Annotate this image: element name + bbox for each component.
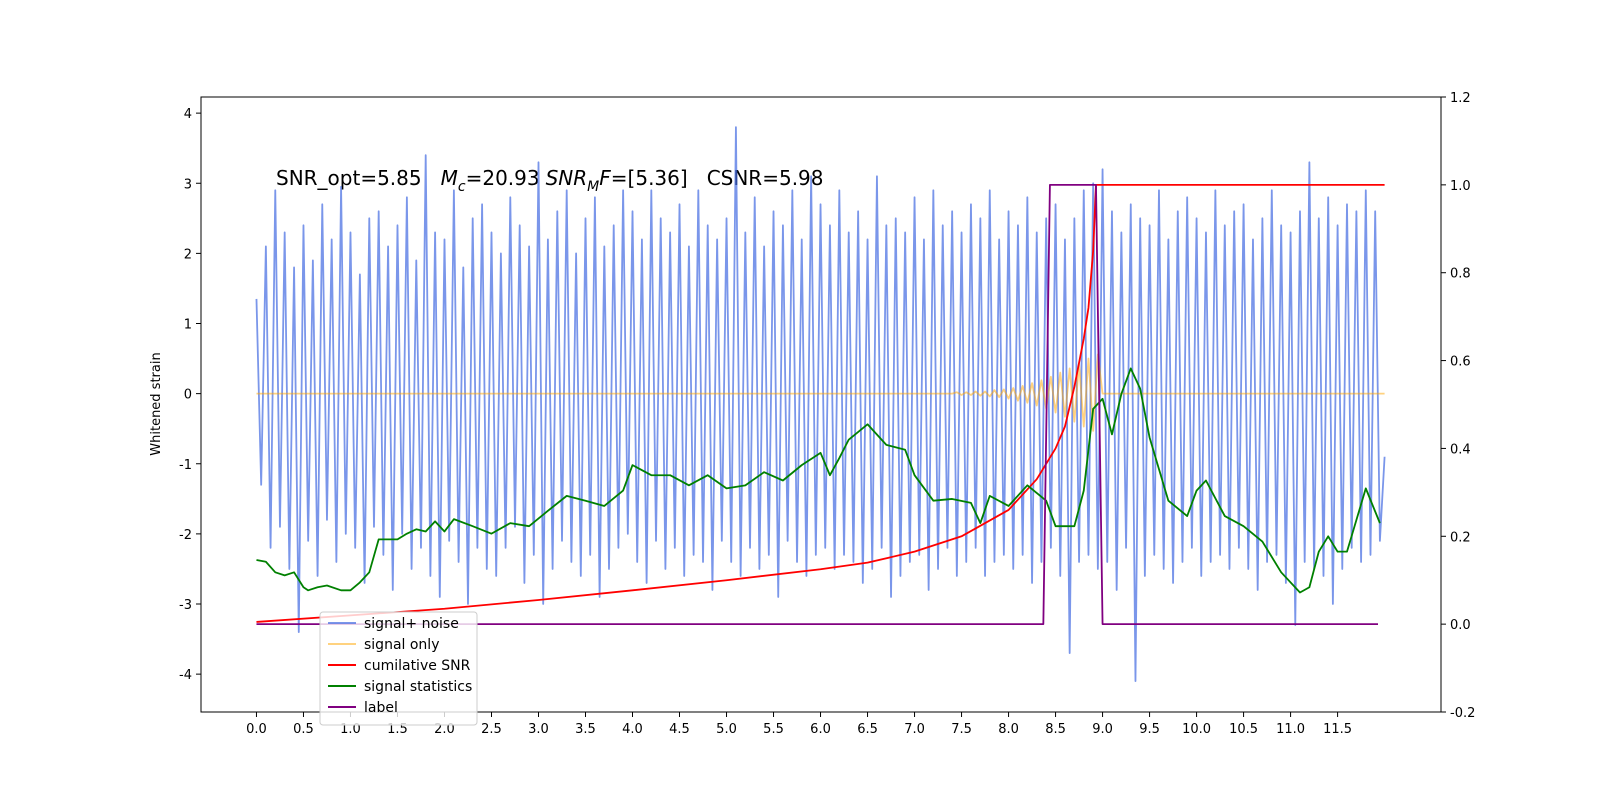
x-tick-label: 8.5 xyxy=(1045,722,1066,737)
y2-tick-label: 1.2 xyxy=(1450,91,1471,106)
x-tick-label: 10.5 xyxy=(1229,722,1258,737)
x-tick-label: 11.5 xyxy=(1323,722,1352,737)
series-line xyxy=(256,353,1385,432)
annotation-part: c xyxy=(458,179,466,195)
x-tick-label: 10.0 xyxy=(1182,722,1211,737)
x-tick-label: 5.5 xyxy=(763,722,784,737)
x-tick-label: 6.0 xyxy=(810,722,831,737)
x-tick-label: 7.0 xyxy=(904,722,925,737)
y-tick-label: 4 xyxy=(184,107,192,122)
legend-box xyxy=(319,611,478,726)
x-tick-label: 8.0 xyxy=(998,722,1019,737)
y-tick-label: 1 xyxy=(184,318,192,333)
y2-tick-label: 0.0 xyxy=(1450,618,1471,633)
x-tick-label: 0.5 xyxy=(293,722,314,737)
series-line xyxy=(256,183,1379,626)
x-tick-label: 2.0 xyxy=(434,722,455,737)
x-tick-label: 7.5 xyxy=(951,722,972,737)
annotation: SNR_opt=5.85 Mc=20.93 SNRMF=[5.36] CSNR=5.9… xyxy=(276,166,824,195)
y-tick-label: 2 xyxy=(184,247,192,262)
legend-label: label xyxy=(364,700,398,716)
legend-label: signal+ noise xyxy=(364,616,459,632)
annotation-part: F xyxy=(599,166,611,190)
x-tick-label: 0.0 xyxy=(246,722,267,737)
x-tick-label: 1.5 xyxy=(387,722,408,737)
series-line xyxy=(256,183,1385,623)
annotation-part: M xyxy=(441,166,458,190)
legend-label: cumilative SNR xyxy=(364,658,471,674)
annotation-part: SNR xyxy=(546,166,588,190)
y-tick-label: -3 xyxy=(179,598,192,613)
annotation-part: SNR_opt=5.85 xyxy=(276,166,422,190)
legend-label: signal statistics xyxy=(364,679,472,695)
x-tick-label: 6.5 xyxy=(857,722,878,737)
y2-tick-label: 0.8 xyxy=(1450,267,1471,282)
x-tick-label: 4.5 xyxy=(669,722,690,737)
x-tick-label: 1.0 xyxy=(340,722,361,737)
x-tick-label: 11.0 xyxy=(1276,722,1305,737)
y2-tick-label: 0.4 xyxy=(1450,442,1471,457)
y2-tick-label: -0.2 xyxy=(1450,706,1475,721)
annotation-part: =[5.36] xyxy=(611,166,688,190)
x-tick-label: 3.5 xyxy=(575,722,596,737)
annotation-part: CSNR=5.98 xyxy=(707,166,824,190)
x-tick-label: 4.0 xyxy=(622,722,643,737)
annotation-part: M xyxy=(587,179,599,195)
y-tick-label: 0 xyxy=(184,388,192,403)
y-tick-label: -4 xyxy=(179,668,192,683)
x-tick-label: 9.0 xyxy=(1092,722,1113,737)
x-tick-label: 2.5 xyxy=(481,722,502,737)
legend-label: signal only xyxy=(364,637,439,653)
y-tick-label: -2 xyxy=(179,528,192,543)
y-axis-label: Whitened strain xyxy=(149,352,164,455)
x-tick-label: 5.0 xyxy=(716,722,737,737)
series-line xyxy=(256,367,1381,594)
y2-tick-label: 1.0 xyxy=(1450,179,1471,194)
series-line xyxy=(255,126,1386,683)
x-tick-label: 9.5 xyxy=(1139,722,1160,737)
y-tick-label: -1 xyxy=(179,458,192,473)
x-tick-label: 3.0 xyxy=(528,722,549,737)
y2-tick-label: 0.6 xyxy=(1450,355,1471,370)
y2-tick-label: 0.2 xyxy=(1450,530,1471,545)
annotation-part: =20.93 xyxy=(466,166,540,190)
y-tick-label: 3 xyxy=(184,177,192,192)
